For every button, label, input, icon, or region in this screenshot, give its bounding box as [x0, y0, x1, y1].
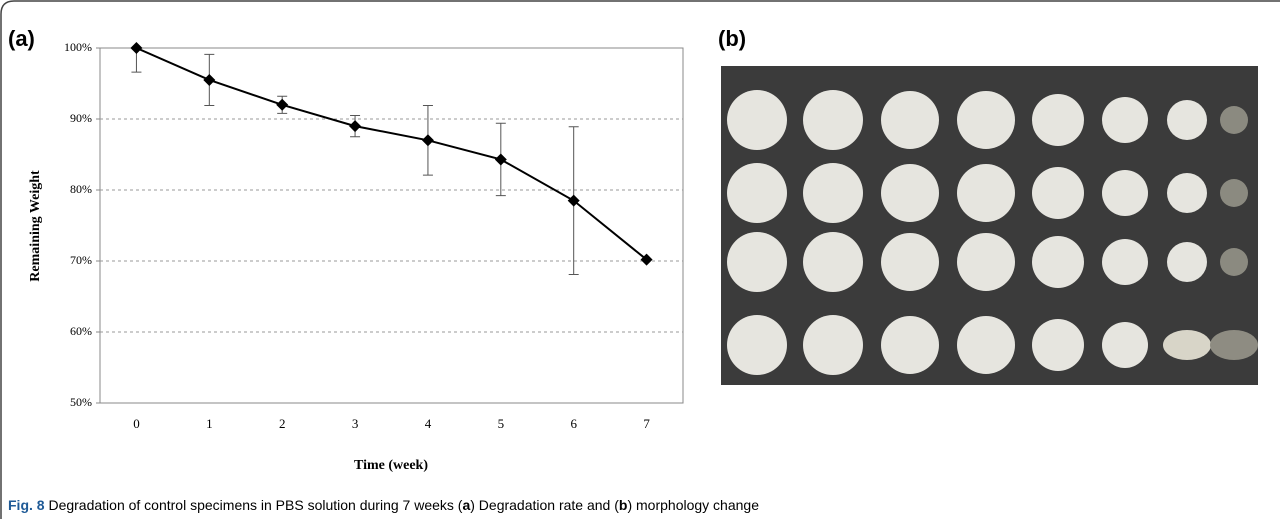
specimen: [1167, 242, 1207, 282]
marker: [494, 153, 507, 166]
specimen: [803, 315, 863, 375]
specimen: [957, 233, 1015, 291]
plot-area: [99, 47, 684, 404]
marker: [349, 120, 362, 133]
specimen: [727, 232, 787, 292]
specimen: [727, 163, 787, 223]
x-axis-title: Time (week): [354, 458, 428, 473]
y-tick-label: 90%: [70, 111, 92, 125]
specimen: [881, 91, 939, 149]
specimen: [1220, 248, 1248, 276]
x-tick-label: 7: [643, 416, 650, 431]
specimen: [957, 316, 1015, 374]
specimen: [1102, 97, 1148, 143]
error-bar: [131, 48, 142, 73]
caption-text: ) morphology change: [627, 497, 759, 513]
y-tick-label: 80%: [70, 182, 92, 196]
y-axis-title: Remaining Weight: [28, 170, 43, 282]
specimen: [957, 91, 1015, 149]
specimen: [881, 233, 939, 291]
panel-label: (b): [718, 26, 746, 51]
specimen: [1102, 322, 1148, 368]
marker: [640, 253, 653, 266]
specimen: [881, 164, 939, 222]
x-tick-label: 1: [206, 416, 213, 431]
caption-text: ) Degradation rate and (: [470, 497, 619, 513]
specimen: [957, 164, 1015, 222]
specimens: [727, 90, 1258, 375]
caption-text: a: [462, 497, 470, 513]
specimen: [803, 163, 863, 223]
y-tick-label: 100%: [64, 40, 92, 54]
specimen: [1032, 94, 1084, 146]
specimen: [1167, 100, 1207, 140]
specimen: [1032, 167, 1084, 219]
specimen: [881, 316, 939, 374]
marker: [203, 73, 216, 86]
marker: [276, 98, 289, 111]
x-tick-label: 4: [425, 416, 432, 431]
specimen: [1220, 179, 1248, 207]
marker: [421, 134, 434, 147]
x-tick-label: 5: [498, 416, 505, 431]
specimen: [803, 90, 863, 150]
plot: [131, 48, 648, 275]
specimen: [1220, 106, 1248, 134]
y-tick-label: 60%: [70, 324, 92, 338]
x-tick-label: 6: [570, 416, 577, 431]
x-tick-label: 3: [352, 416, 359, 431]
marker: [567, 194, 580, 207]
marker: [130, 42, 143, 54]
specimen: [1032, 319, 1084, 371]
fragment: [1163, 330, 1211, 360]
fragment: [1210, 330, 1258, 360]
panel-label: (a): [8, 26, 35, 51]
caption-label: Fig. 8: [8, 497, 45, 513]
line: [136, 48, 648, 261]
caption-text: Degradation of control specimens in PBS …: [48, 497, 462, 513]
specimen: [727, 315, 787, 375]
specimen: [1032, 236, 1084, 288]
y-tick-label: 50%: [70, 395, 92, 409]
specimen: [1102, 170, 1148, 216]
caption: Fig. 8 Degradation of control specimens …: [8, 497, 759, 513]
specimen: [1167, 173, 1207, 213]
y-tick-label: 70%: [70, 253, 92, 267]
caption-text: b: [619, 497, 628, 513]
specimen: [1102, 239, 1148, 285]
specimen: [803, 232, 863, 292]
x-tick-label: 2: [279, 416, 286, 431]
specimen: [727, 90, 787, 150]
x-tick-label: 0: [133, 416, 140, 431]
